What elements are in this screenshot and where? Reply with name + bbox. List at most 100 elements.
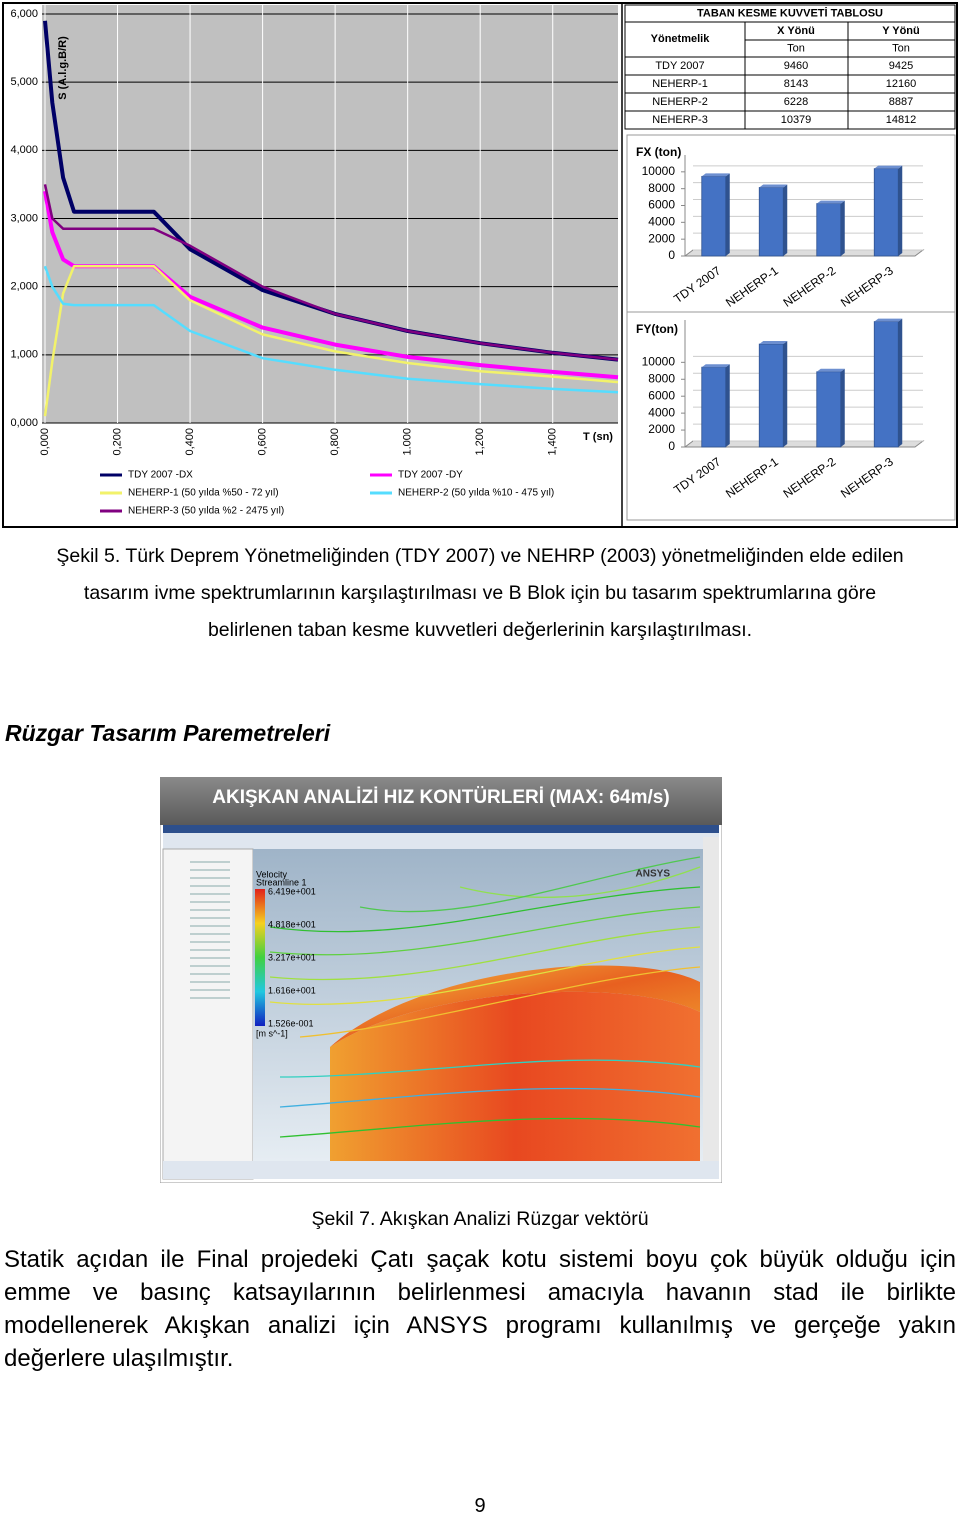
y-tick-label: 8000: [648, 371, 675, 385]
legend-label: 1.616e+001: [268, 985, 316, 995]
tree-panel: [162, 848, 254, 1180]
y-tick-label: 6000: [648, 198, 675, 212]
legend-label: 1.526e-001: [268, 1018, 314, 1028]
image-title: AKIŞKAN ANALİZİ HIZ KONTÜRLERİ (MAX: 64m…: [212, 787, 669, 808]
y-tick-label: 4,000: [10, 144, 38, 156]
table-cell: 8143: [784, 78, 808, 90]
side-toolbar: [703, 837, 719, 1161]
y-tick-label: 4000: [648, 405, 675, 419]
table-header: Y Yönü: [882, 25, 920, 37]
table-cell: NEHERP-3: [652, 114, 708, 126]
chart-title: FX (ton): [636, 145, 681, 159]
series-line: [43, 184, 619, 361]
table-header: X Yönü: [777, 25, 815, 37]
chart-title: FY(ton): [636, 322, 678, 336]
bar-side: [783, 341, 788, 447]
y-tick-label: 1,000: [10, 349, 38, 361]
y-tick-label: 0: [668, 248, 675, 262]
table-cell: 9425: [889, 60, 913, 72]
body-paragraph: Statik açıdan ile Final projedeki Çatı ş…: [4, 1246, 956, 1372]
x-tick-label: 1,400: [547, 428, 559, 456]
bar-top: [816, 200, 845, 204]
tree-items: [190, 861, 230, 999]
legend-label: NEHERP-1 (50 yılda %50 - 72 yıl): [128, 488, 279, 499]
figure-caption: Şekil 5. Türk Deprem Yönetmeliğinden (TD…: [56, 545, 904, 641]
bar-top: [874, 165, 903, 169]
window-titlebar: [163, 825, 719, 833]
y-tick-label: 0: [668, 439, 675, 453]
table-cell: NEHERP-1: [652, 78, 708, 90]
bar-top: [759, 184, 788, 188]
table-cell: 14812: [886, 114, 917, 126]
y-tick-label: 8000: [648, 181, 675, 195]
y-tick-label: 6,000: [10, 8, 38, 20]
y-tick-label: 0,000: [10, 417, 38, 429]
streamlines: [269, 856, 701, 1138]
series-line: [43, 265, 619, 394]
legend-label: 6.419e+001: [268, 886, 316, 896]
table-cell: 12160: [886, 78, 917, 90]
bar-side: [783, 184, 788, 256]
bar: [816, 371, 842, 448]
x-tick-label: 0,000: [39, 428, 51, 456]
y-tick-label: 2,000: [10, 281, 38, 293]
y-tick-label: 3,000: [10, 212, 38, 224]
legend-subtitle: Streamline 1: [256, 877, 307, 887]
figure-5: TABAN KESME KUVVETİ TABLOSU Yönetmelik X Y…: [2, 2, 958, 528]
page-number: 9: [474, 1495, 486, 1517]
x-tick-label: 1.000: [402, 428, 414, 456]
bar: [816, 203, 842, 257]
bar: [758, 343, 784, 448]
x-tick-label: 0,400: [184, 428, 196, 456]
legend-label: NEHERP-2 (50 yılda %10 - 475 yıl): [398, 488, 554, 499]
table-unit: Ton: [787, 42, 805, 54]
bar: [873, 168, 899, 257]
window-tabs: [163, 1161, 719, 1179]
bar-side: [725, 364, 730, 447]
table-unit: Ton: [892, 42, 910, 54]
color-bar: [255, 889, 265, 1026]
x-tick-label: 0,800: [329, 428, 341, 456]
legend-title: Velocity: [256, 869, 288, 879]
bar: [758, 187, 784, 257]
window-toolbar: [163, 833, 719, 849]
table-title: TABAN KESME KUVVETİ TABLOSU: [697, 6, 883, 19]
table-cell: 9460: [784, 60, 808, 72]
bar-side: [898, 165, 903, 256]
y-tick-label: 4000: [648, 215, 675, 229]
bar-side: [898, 318, 903, 447]
image-title-bar: [160, 777, 722, 825]
x-tick-label: 1,200: [474, 428, 486, 456]
y-tick-label: 6000: [648, 388, 675, 402]
plot-area: [42, 5, 618, 423]
legend-unit: [m s^-1]: [256, 1028, 288, 1038]
legend-label: TDY 2007 -DY: [398, 470, 463, 481]
legend-label: NEHERP-3 (50 yılda %2 - 2475 yıl): [128, 506, 284, 517]
y-tick-label: 2000: [648, 422, 675, 436]
bar: [873, 321, 899, 448]
x-tick-label: 0,600: [257, 428, 269, 456]
bar-top: [759, 341, 788, 345]
table-frame: [624, 4, 956, 130]
bar: [701, 366, 727, 448]
bar-side: [840, 368, 845, 447]
series-line: [43, 264, 619, 417]
legend-label: TDY 2007 -DX: [128, 470, 193, 481]
y-tick-label: 5,000: [10, 76, 38, 88]
bar-top: [701, 364, 730, 368]
bar-side: [725, 173, 730, 256]
y-tick-label: 2000: [648, 231, 675, 245]
y-axis-label: S (A.l.g.B/R): [57, 36, 69, 100]
y-tick-label: 10000: [642, 164, 676, 178]
table-cell: 10379: [781, 114, 812, 126]
brand-logo: ANSYS: [636, 869, 671, 880]
table-cell: 8887: [889, 96, 913, 108]
y-tick-label: 10000: [642, 355, 676, 369]
table-cell: NEHERP-2: [652, 96, 708, 108]
legend-label: 3.217e+001: [268, 952, 316, 962]
legend-label: 4.818e+001: [268, 919, 316, 929]
table-header: Yönetmelik: [651, 33, 711, 45]
bar-top: [874, 318, 903, 322]
